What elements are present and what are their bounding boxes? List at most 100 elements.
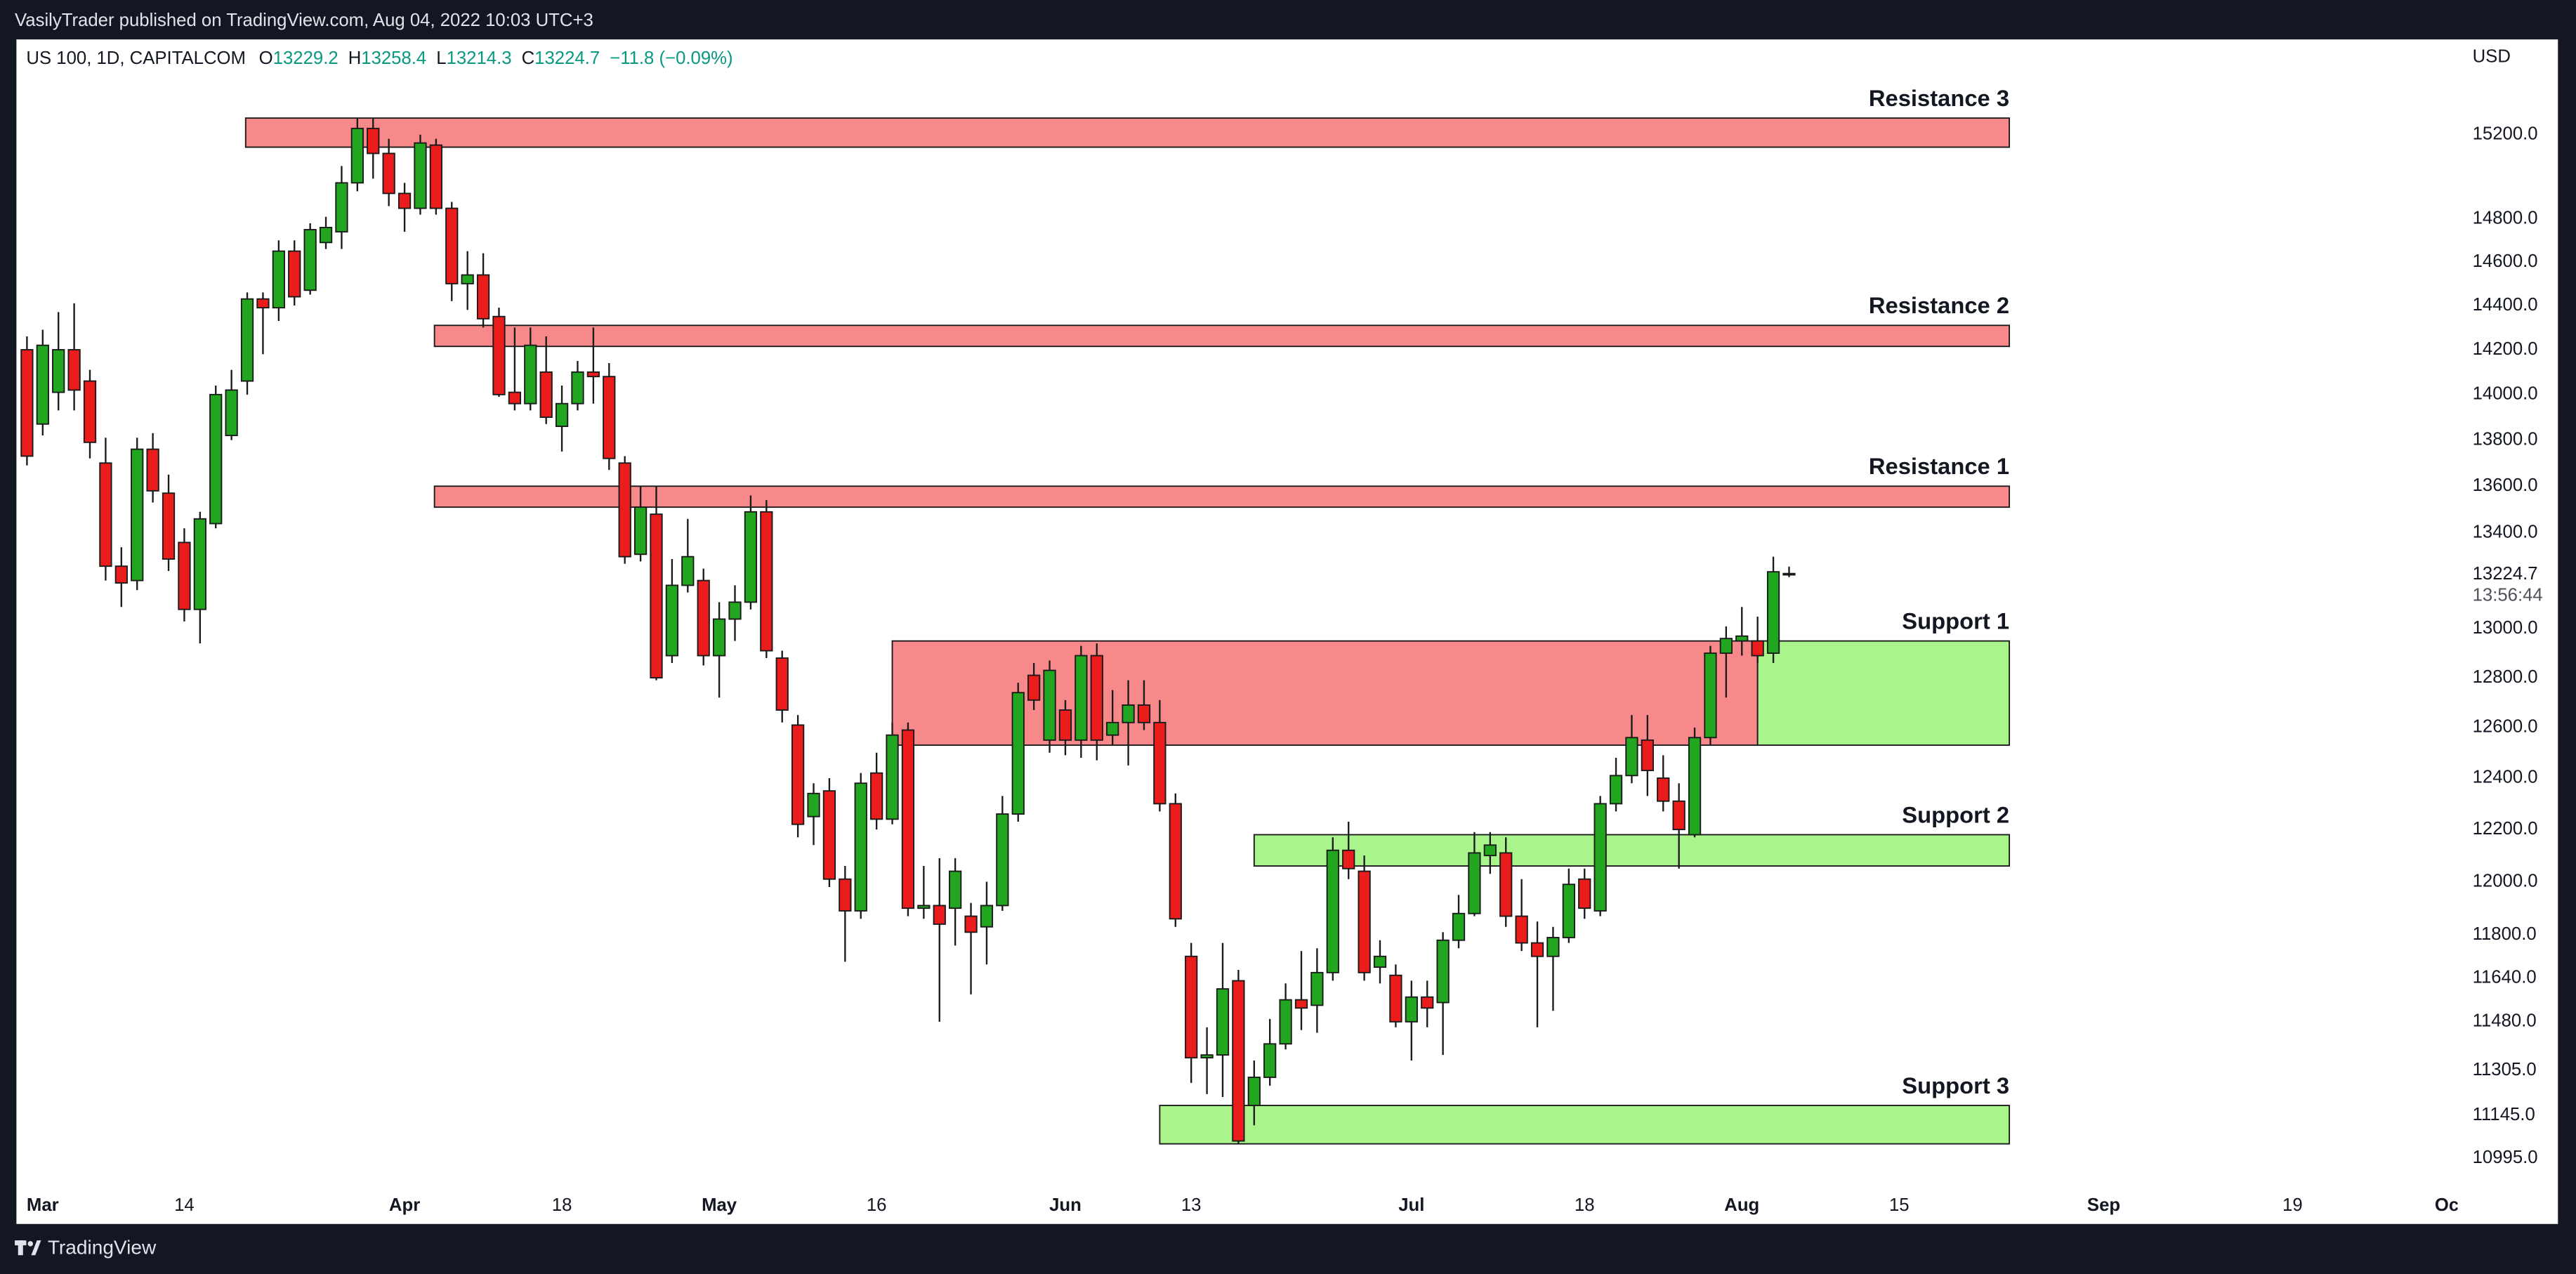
y-tick-label: 14000.0 bbox=[2473, 384, 2538, 404]
bar-countdown: 13:56:44 bbox=[2473, 585, 2543, 605]
candle-body bbox=[901, 729, 915, 909]
candle-body bbox=[508, 391, 521, 405]
chart-panel bbox=[16, 39, 2558, 1224]
candle-body bbox=[382, 152, 395, 195]
candle-body bbox=[1593, 803, 1607, 912]
candle-body bbox=[445, 207, 459, 284]
candle-body bbox=[1279, 999, 1292, 1045]
candle-body bbox=[146, 448, 159, 492]
symbol: US 100, 1D, CAPITALCOM bbox=[26, 48, 246, 68]
y-tick-label: 14400.0 bbox=[2473, 295, 2538, 315]
candle-body bbox=[414, 142, 427, 209]
candle-body bbox=[193, 518, 206, 610]
candle-body bbox=[1766, 571, 1780, 654]
candle-body bbox=[1436, 939, 1450, 1004]
candle-body bbox=[36, 344, 49, 425]
y-tick-label: 15200.0 bbox=[2473, 124, 2538, 144]
zone-label: Support 1 bbox=[1902, 608, 2009, 634]
candle-body bbox=[367, 127, 380, 155]
candle-body bbox=[1169, 803, 1182, 920]
candle-body bbox=[524, 344, 537, 405]
zone-label: Resistance 3 bbox=[1869, 85, 2009, 111]
candle-body bbox=[618, 462, 631, 558]
candle-body bbox=[1483, 844, 1497, 857]
candle-body bbox=[1641, 739, 1654, 771]
candle-body bbox=[429, 144, 442, 209]
candle-body bbox=[350, 127, 364, 184]
candle-body bbox=[996, 813, 1009, 907]
candle-body bbox=[1122, 704, 1135, 723]
y-tick-label: 13600.0 bbox=[2473, 475, 2538, 495]
plot-area: Resistance 3 Resistance 2 Resistance 1 Supp… bbox=[20, 85, 2011, 1145]
candle-body bbox=[1232, 980, 1245, 1142]
candle-body bbox=[1263, 1043, 1277, 1078]
candle-body bbox=[1011, 692, 1025, 815]
y-tick-label: 12000.0 bbox=[2473, 871, 2538, 891]
y-tick-label: 12600.0 bbox=[2473, 717, 2538, 737]
candle-body bbox=[319, 226, 333, 244]
y-tick-label: 14800.0 bbox=[2473, 209, 2538, 228]
zone-label: Support 2 bbox=[1902, 801, 2009, 827]
candle-body bbox=[240, 298, 254, 382]
ohlc-letter: C bbox=[522, 48, 535, 68]
x-tick-label: 19 bbox=[2282, 1195, 2303, 1215]
candle-body bbox=[1043, 669, 1056, 741]
candle-body bbox=[1782, 572, 1796, 576]
zone bbox=[1159, 1105, 2011, 1145]
ohlc-letter: L bbox=[436, 48, 446, 68]
candle-body bbox=[1688, 737, 1702, 836]
candle-body bbox=[665, 584, 679, 657]
candle-body bbox=[1358, 870, 1371, 973]
y-tick-label: 12800.0 bbox=[2473, 667, 2538, 687]
candle-body bbox=[807, 792, 820, 817]
x-tick-label: Jun bbox=[1049, 1195, 1082, 1215]
zone bbox=[1756, 640, 2011, 746]
zone bbox=[433, 324, 2011, 348]
ohlc-value: 13258.4 bbox=[361, 48, 426, 68]
brand-name: TradingView bbox=[48, 1236, 157, 1258]
zone-label: Resistance 1 bbox=[1869, 453, 2009, 479]
candle-body bbox=[178, 541, 191, 610]
candle-body bbox=[1578, 878, 1591, 909]
zone bbox=[433, 485, 2011, 508]
y-tick-label: 11145.0 bbox=[2473, 1105, 2535, 1124]
candle-body bbox=[1294, 999, 1308, 1009]
y-tick-label: 11305.0 bbox=[2473, 1060, 2537, 1079]
candle-body bbox=[933, 905, 946, 925]
candle-body bbox=[728, 601, 742, 620]
candle-body bbox=[1185, 955, 1198, 1059]
brand-logo bbox=[15, 1240, 41, 1256]
candle-body bbox=[1452, 912, 1466, 941]
candle-body bbox=[335, 182, 348, 232]
y-tick-label: 11480.0 bbox=[2473, 1011, 2537, 1031]
ohlc-letter: H bbox=[348, 48, 362, 68]
candle-body bbox=[917, 905, 931, 909]
x-tick-label: Apr bbox=[389, 1195, 420, 1215]
candle-body bbox=[571, 371, 584, 405]
y-tick-label: 14600.0 bbox=[2473, 251, 2538, 271]
candle-body bbox=[539, 371, 553, 419]
candle-body bbox=[650, 513, 663, 679]
candle-body bbox=[949, 870, 962, 909]
candle-body bbox=[775, 657, 789, 711]
candle-body bbox=[1405, 996, 1418, 1023]
candle-body bbox=[1735, 635, 1749, 642]
x-tick-label: 14 bbox=[174, 1195, 195, 1215]
candle-body bbox=[256, 298, 270, 309]
candle-body bbox=[1200, 1054, 1214, 1059]
candle-body bbox=[1106, 721, 1119, 736]
candle-body bbox=[1530, 942, 1544, 957]
x-tick-label: Mar bbox=[27, 1195, 59, 1215]
candle-body bbox=[1546, 937, 1560, 957]
axes: 15200.0 14800.0 14600.0 14400.0 14200.0 14000… bbox=[27, 124, 2543, 1215]
candle-body bbox=[712, 618, 726, 657]
candle-body bbox=[980, 905, 994, 928]
candle-body bbox=[1609, 775, 1623, 805]
currency: USD bbox=[2473, 47, 2511, 67]
ohlc-value: 13229.2 bbox=[273, 48, 339, 68]
candle-body bbox=[1137, 704, 1151, 723]
candle-body bbox=[67, 349, 81, 391]
candle-body bbox=[1027, 674, 1041, 701]
y-tick-label: 13400.0 bbox=[2473, 523, 2538, 542]
price-change: −11.8 (−0.09%) bbox=[610, 48, 732, 68]
